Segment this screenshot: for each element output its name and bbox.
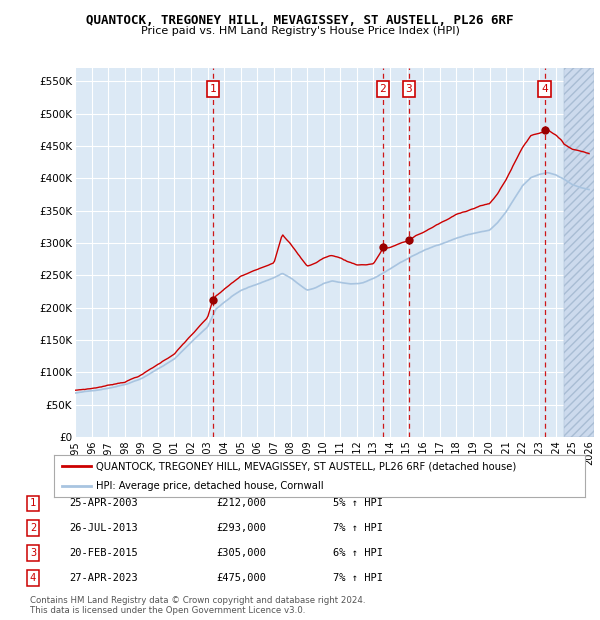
- Text: Contains HM Land Registry data © Crown copyright and database right 2024.
This d: Contains HM Land Registry data © Crown c…: [30, 596, 365, 615]
- Text: 3: 3: [406, 84, 412, 94]
- Text: £305,000: £305,000: [216, 548, 266, 558]
- Text: 3: 3: [30, 548, 36, 558]
- Bar: [564, 68, 594, 437]
- Text: £212,000: £212,000: [216, 498, 266, 508]
- Text: HPI: Average price, detached house, Cornwall: HPI: Average price, detached house, Corn…: [97, 481, 324, 491]
- Text: 7% ↑ HPI: 7% ↑ HPI: [333, 523, 383, 533]
- Text: 27-APR-2023: 27-APR-2023: [69, 573, 138, 583]
- Text: 2: 2: [380, 84, 386, 94]
- Text: 1: 1: [30, 498, 36, 508]
- Text: QUANTOCK, TREGONEY HILL, MEVAGISSEY, ST AUSTELL, PL26 6RF (detached house): QUANTOCK, TREGONEY HILL, MEVAGISSEY, ST …: [97, 461, 517, 471]
- Text: £475,000: £475,000: [216, 573, 266, 583]
- Text: 20-FEB-2015: 20-FEB-2015: [69, 548, 138, 558]
- Text: 4: 4: [30, 573, 36, 583]
- Text: 6% ↑ HPI: 6% ↑ HPI: [333, 548, 383, 558]
- Text: 4: 4: [541, 84, 548, 94]
- Text: QUANTOCK, TREGONEY HILL, MEVAGISSEY, ST AUSTELL, PL26 6RF: QUANTOCK, TREGONEY HILL, MEVAGISSEY, ST …: [86, 14, 514, 27]
- Text: 5% ↑ HPI: 5% ↑ HPI: [333, 498, 383, 508]
- Text: 26-JUL-2013: 26-JUL-2013: [69, 523, 138, 533]
- Text: 1: 1: [209, 84, 217, 94]
- Text: £293,000: £293,000: [216, 523, 266, 533]
- Text: Price paid vs. HM Land Registry's House Price Index (HPI): Price paid vs. HM Land Registry's House …: [140, 26, 460, 36]
- Text: 2: 2: [30, 523, 36, 533]
- Bar: [564, 68, 594, 437]
- Text: 25-APR-2003: 25-APR-2003: [69, 498, 138, 508]
- Text: 7% ↑ HPI: 7% ↑ HPI: [333, 573, 383, 583]
